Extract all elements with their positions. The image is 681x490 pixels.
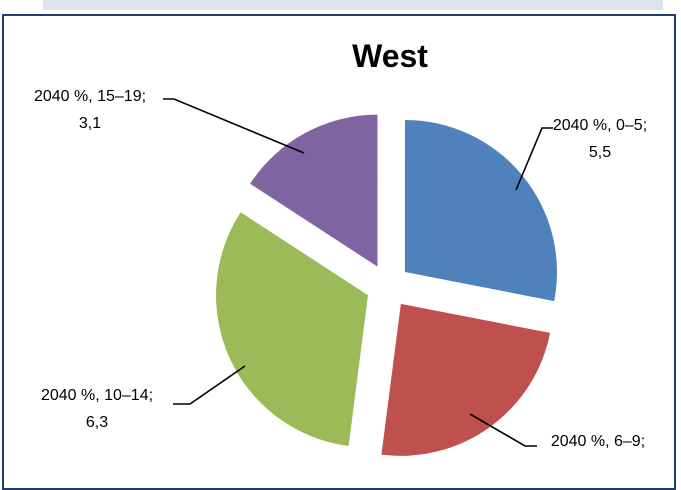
pie-slice-2040-0-5 xyxy=(404,120,557,302)
data-label-2040-15-19-line2: 3,1 xyxy=(79,115,101,132)
data-label-2040-10-14-line2: 6,3 xyxy=(86,414,108,431)
top-band xyxy=(0,0,681,16)
data-labels: 2040 %, 0–5; 5,5 2040 %, 6–9; 2040 %, 10–14… xyxy=(34,88,647,450)
leader-line-2040-6-9 xyxy=(469,413,537,447)
chart-title: West xyxy=(352,38,428,74)
data-label-2040-15-19-line1: 2040 %, 15–19; xyxy=(34,88,146,105)
pie-slice-2040-10-14 xyxy=(216,212,369,446)
pie-slice-2040-6-9 xyxy=(381,303,551,456)
data-label-2040-0-5-line2: 5,5 xyxy=(589,144,611,161)
data-label-2040-0-5-line1: 2040 %, 0–5; xyxy=(553,117,647,134)
pie-slices xyxy=(216,114,557,456)
leader-line-2040-0-5 xyxy=(515,127,553,191)
data-label-2040-10-14-line1: 2040 %, 10–14; xyxy=(41,387,153,404)
leader-line-2040-15-19 xyxy=(163,98,305,154)
leader-line-2040-10-14 xyxy=(173,365,246,405)
pie-slice-2040-15-19 xyxy=(250,114,378,267)
data-label-2040-6-9-line1: 2040 %, 6–9; xyxy=(551,433,645,450)
top-band-fill xyxy=(43,0,663,10)
